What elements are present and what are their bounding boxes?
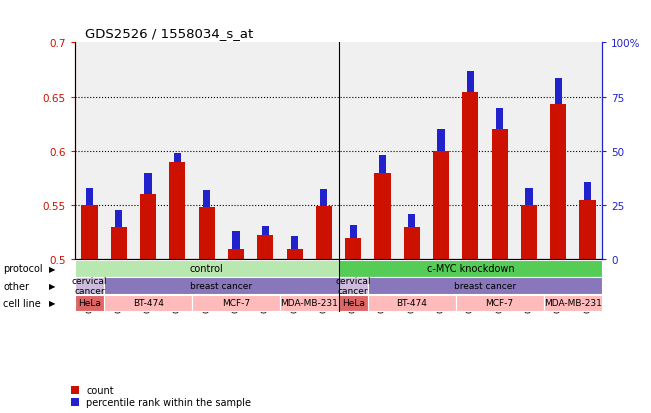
Bar	[140, 195, 156, 260]
Text: BT-474: BT-474	[396, 299, 427, 308]
Bar	[555, 79, 562, 105]
Bar	[584, 183, 591, 200]
Bar	[291, 236, 298, 249]
Text: breast cancer: breast cancer	[190, 281, 253, 290]
Bar	[550, 105, 566, 260]
Bar	[492, 130, 508, 260]
Text: breast cancer: breast cancer	[454, 281, 516, 290]
Text: cervical
cancer: cervical cancer	[335, 276, 371, 296]
Text: GDS2526 / 1558034_s_at: GDS2526 / 1558034_s_at	[85, 27, 253, 40]
Bar	[316, 207, 332, 260]
Bar	[496, 108, 503, 130]
Text: HeLa: HeLa	[342, 299, 365, 308]
Bar	[115, 210, 122, 228]
Bar	[232, 232, 240, 249]
Bar	[257, 235, 273, 260]
Bar	[339, 260, 602, 277]
Bar	[339, 278, 368, 294]
Text: ▶: ▶	[49, 281, 55, 290]
Bar	[111, 228, 127, 260]
Text: control: control	[190, 263, 223, 273]
Text: c-MYC knockdown: c-MYC knockdown	[426, 263, 514, 273]
Bar	[521, 206, 537, 260]
Text: cervical
cancer: cervical cancer	[72, 276, 107, 296]
Bar	[75, 295, 104, 311]
Bar	[404, 228, 420, 260]
Bar	[345, 238, 361, 260]
Text: MCF-7: MCF-7	[486, 299, 514, 308]
Bar	[75, 260, 339, 277]
Bar	[145, 173, 152, 195]
Bar	[374, 173, 391, 260]
Bar	[174, 154, 181, 162]
Bar	[368, 295, 456, 311]
Bar	[462, 93, 478, 260]
Bar	[199, 208, 215, 260]
Bar	[228, 249, 244, 260]
Bar	[169, 162, 186, 260]
Text: ▶: ▶	[49, 299, 55, 308]
Bar	[467, 71, 474, 93]
Bar	[456, 295, 544, 311]
Text: BT-474: BT-474	[133, 299, 163, 308]
Bar	[408, 214, 415, 228]
Text: MDA-MB-231: MDA-MB-231	[281, 299, 338, 308]
Text: cell line: cell line	[3, 298, 41, 308]
Bar	[379, 156, 386, 173]
Legend: count, percentile rank within the sample: count, percentile rank within the sample	[70, 385, 253, 408]
Bar	[579, 200, 596, 260]
Bar	[525, 188, 533, 206]
Bar	[320, 190, 327, 207]
Bar	[339, 295, 368, 311]
Bar	[368, 278, 602, 294]
Bar	[286, 249, 303, 260]
Bar	[86, 188, 93, 206]
Bar	[262, 226, 269, 235]
Text: protocol: protocol	[3, 263, 43, 273]
Bar	[81, 206, 98, 260]
Bar	[433, 152, 449, 260]
Bar	[104, 295, 192, 311]
Text: MCF-7: MCF-7	[222, 299, 250, 308]
Text: MDA-MB-231: MDA-MB-231	[544, 299, 602, 308]
Bar	[203, 190, 210, 208]
Text: ▶: ▶	[49, 264, 55, 273]
Text: other: other	[3, 281, 29, 291]
Bar	[192, 295, 280, 311]
Text: HeLa: HeLa	[78, 299, 101, 308]
Bar	[280, 295, 339, 311]
Bar	[104, 278, 339, 294]
Bar	[75, 278, 104, 294]
Bar	[350, 225, 357, 238]
Bar	[544, 295, 602, 311]
Bar	[437, 130, 445, 152]
